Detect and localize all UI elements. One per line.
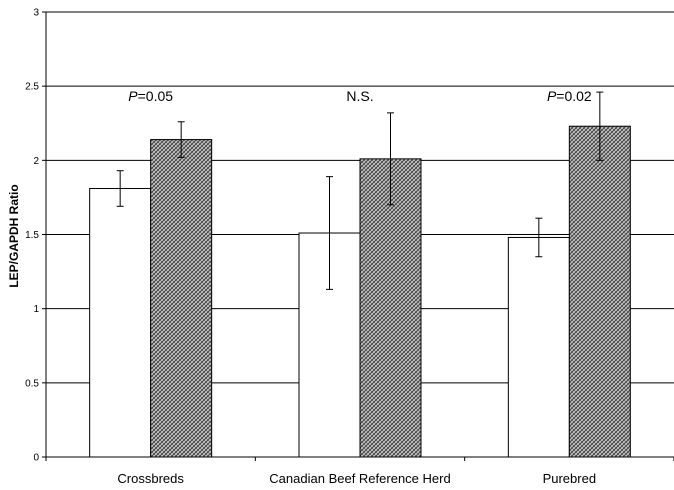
bar [568, 125, 631, 458]
y-tick-label: 0 [33, 453, 39, 464]
y-axis-title: LEP/GAPDH Ratio [7, 184, 21, 287]
bar [89, 188, 152, 458]
significance-label: P=0.02 [547, 88, 592, 104]
significance-label: P=0.05 [128, 88, 173, 104]
axes [42, 11, 674, 461]
bar [150, 139, 213, 458]
category-label: Crossbreds [117, 471, 184, 486]
category-label: Purebred [543, 471, 596, 486]
labels: 0 0.5 1 1.5 2 2.5 3 Crossbreds Canadian Beef Ref… [25, 8, 596, 487]
bar [359, 158, 422, 458]
y-tick-label: 0.5 [25, 378, 39, 389]
category-label: Canadian Beef Reference Herd [269, 471, 450, 486]
significance-label: N.S. [346, 88, 373, 104]
y-tick-label: 3 [33, 8, 39, 19]
y-tick-label: 1 [33, 304, 39, 315]
y-tick-label: 2.5 [25, 82, 39, 93]
bar [507, 236, 570, 458]
y-tick-label: 2 [33, 156, 39, 167]
y-tick-label: 1.5 [25, 230, 39, 241]
bars [89, 91, 631, 458]
